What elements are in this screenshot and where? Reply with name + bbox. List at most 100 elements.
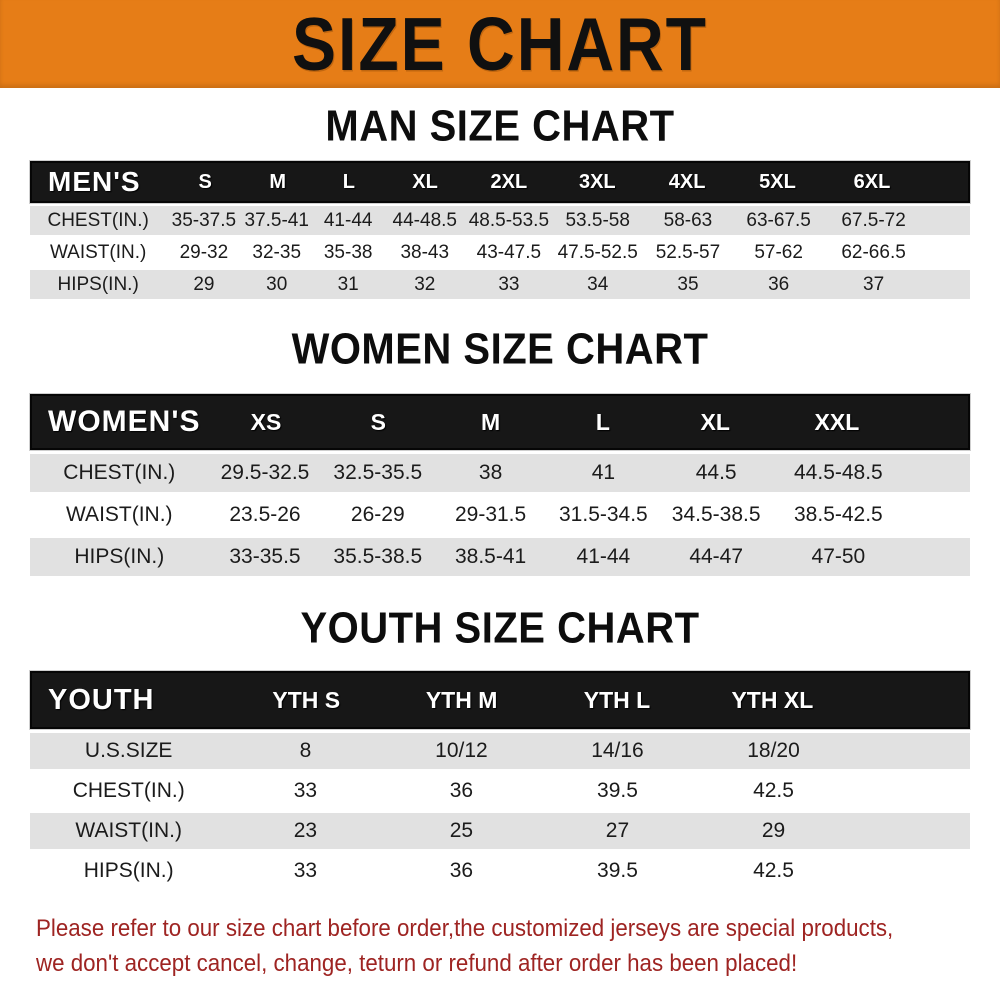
size-value: 36 — [768, 273, 790, 295]
man-section-title-text: MAN SIZE CHART — [325, 101, 675, 151]
row-label: CHEST(IN.) — [63, 461, 176, 484]
size-value: 57-62 — [754, 241, 803, 263]
size-value: 25 — [449, 819, 474, 842]
banner-title: SIZE CHART — [292, 1, 708, 87]
column-header: M — [481, 408, 501, 435]
table-label: MEN'S — [48, 166, 141, 197]
column-header: YTH M — [425, 686, 498, 713]
size-value: 23.5-26 — [229, 503, 301, 526]
table-row: CHEST(IN.) 35-37.5 37.5-41 41-44 44-48.5 48.5… — [30, 206, 970, 235]
size-value: 33 — [498, 273, 520, 295]
women-size-table: WOMEN'S XS S M L XL XXL CHEST(IN.) 29.5-32.5 32.5… — [30, 394, 970, 576]
table-row: HIPS(IN.) 33 36 39.5 42.5 — [30, 853, 970, 889]
size-value: 42.5 — [753, 859, 794, 882]
column-header: 3XL — [578, 170, 616, 193]
table-header-row: YOUTH YTH S YTH M YTH L YTH XL — [30, 671, 970, 729]
column-header: XL — [700, 408, 730, 435]
column-header: 6XL — [853, 170, 891, 193]
size-value: 41-44 — [576, 545, 631, 568]
column-header: YTH L — [583, 686, 651, 713]
size-value: 26-29 — [350, 503, 405, 526]
women-section-title-text: WOMEN SIZE CHART — [291, 324, 709, 374]
size-value: 39.5 — [597, 779, 638, 802]
disclaimer-line-1: Please refer to our size chart before or… — [36, 915, 894, 942]
size-value: 37 — [863, 273, 885, 295]
size-value: 44.5 — [695, 461, 737, 484]
size-value: 35-38 — [323, 241, 373, 263]
row-label: HIPS(IN.) — [57, 273, 139, 295]
size-value: 33 — [293, 859, 318, 882]
size-value: 35-37.5 — [171, 209, 237, 231]
size-value: 58-63 — [663, 209, 713, 231]
column-header: XL — [412, 170, 438, 193]
column-header: XXL — [814, 408, 860, 435]
table-row: WAIST(IN.) 23 25 27 29 — [30, 813, 970, 849]
size-value: 34 — [587, 273, 609, 295]
size-value: 23 — [293, 819, 318, 842]
table-header-row: WOMEN'S XS S M L XL XXL — [30, 394, 970, 450]
size-value: 33 — [293, 779, 318, 802]
table-row: WAIST(IN.) 29-32 32-35 35-38 38-43 43-47.5 47.… — [30, 238, 970, 267]
size-value: 29 — [761, 819, 786, 842]
size-value: 18/20 — [747, 739, 800, 762]
size-value: 41-44 — [323, 209, 373, 231]
size-value: 38 — [478, 461, 503, 484]
youth-section-title-text: YOUTH SIZE CHART — [300, 603, 700, 653]
man-size-table: MEN'S S M L XL 2XL 3XL 4XL 5XL 6XL CHEST(IN.) 35-37… — [30, 161, 970, 299]
column-header: L — [342, 170, 355, 193]
size-value: 37.5-41 — [244, 209, 309, 231]
size-value: 31 — [337, 273, 359, 295]
column-header: S — [370, 408, 386, 435]
disclaimer: Please refer to our size chart before or… — [36, 911, 964, 981]
size-value: 33-35.5 — [229, 545, 301, 568]
size-value: 29-31.5 — [454, 503, 527, 526]
man-section-title: MAN SIZE CHART — [30, 88, 970, 161]
row-label: WAIST(IN.) — [49, 241, 147, 263]
table-label: WOMEN'S — [48, 405, 201, 438]
size-value: 10/12 — [435, 739, 488, 762]
size-value: 32 — [414, 273, 436, 295]
column-header: 4XL — [668, 170, 706, 193]
size-charts: MAN SIZE CHART MEN'S S M L XL 2XL 3XL 4XL 5XL 6XL… — [30, 88, 970, 889]
row-label: HIPS(IN.) — [74, 545, 165, 568]
column-header: M — [269, 170, 287, 193]
row-label: WAIST(IN.) — [66, 503, 173, 526]
row-label: CHEST(IN.) — [72, 779, 185, 802]
size-value: 38.5-41 — [454, 545, 527, 568]
youth-section-title: YOUTH SIZE CHART — [30, 576, 970, 671]
size-value: 43-47.5 — [476, 241, 542, 263]
size-value: 44-48.5 — [392, 209, 457, 231]
column-header: S — [198, 170, 212, 193]
size-value: 32.5-35.5 — [333, 461, 423, 484]
table-row: WAIST(IN.) 23.5-26 26-29 29-31.5 31.5-34.5 34… — [30, 496, 970, 534]
column-header: L — [595, 408, 610, 435]
size-value: 35 — [677, 273, 699, 295]
size-value: 29.5-32.5 — [220, 461, 310, 484]
table-header-row: MEN'S S M L XL 2XL 3XL 4XL 5XL 6XL — [30, 161, 970, 203]
size-value: 35.5-38.5 — [333, 545, 423, 568]
column-header: XS — [250, 408, 282, 435]
women-size-section: WOMEN SIZE CHART WOMEN'S XS S M L XL XXL CHEST(… — [30, 299, 970, 576]
size-value: 30 — [266, 273, 288, 295]
column-header: 5XL — [759, 170, 796, 193]
size-value: 53.5-58 — [565, 209, 630, 231]
size-value: 36 — [449, 779, 474, 802]
column-header: 2XL — [490, 170, 528, 193]
row-label: CHEST(IN.) — [47, 209, 149, 231]
size-value: 44-47 — [689, 545, 744, 568]
size-value: 63-67.5 — [746, 209, 811, 231]
size-value: 62-66.5 — [841, 241, 906, 263]
banner: SIZE CHART — [0, 0, 1000, 88]
size-value: 41 — [591, 461, 616, 484]
size-value: 47-50 — [811, 545, 866, 568]
size-value: 27 — [605, 819, 630, 842]
size-value: 48.5-53.5 — [468, 209, 550, 231]
youth-size-section: YOUTH SIZE CHART YOUTH YTH S YTH M YTH L YTH… — [30, 576, 970, 889]
size-value: 38-43 — [400, 241, 450, 263]
column-header: YTH S — [272, 686, 341, 713]
table-row: CHEST(IN.) 29.5-32.5 32.5-35.5 38 41 44.5 44.5… — [30, 454, 970, 492]
size-value: 34.5-38.5 — [671, 503, 761, 526]
size-value: 44.5-48.5 — [794, 461, 883, 484]
table-row: CHEST(IN.) 33 36 39.5 42.5 — [30, 773, 970, 809]
row-label: HIPS(IN.) — [83, 859, 174, 882]
